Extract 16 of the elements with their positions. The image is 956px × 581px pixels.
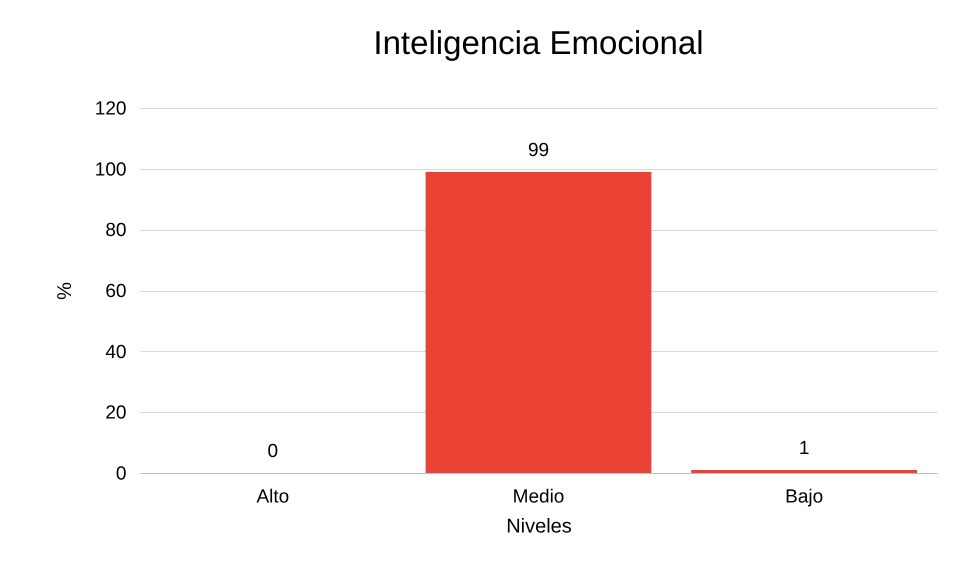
x-tick-label: Medio bbox=[512, 486, 564, 508]
chart-title: Inteligencia Emocional bbox=[373, 24, 704, 61]
y-tick-label: 60 bbox=[105, 281, 126, 302]
y-axis-title: % bbox=[54, 282, 76, 300]
y-tick-label: 100 bbox=[94, 159, 126, 180]
x-tick-label: Alto bbox=[256, 486, 290, 508]
data-label: 0 bbox=[268, 441, 278, 462]
y-tick-label: 120 bbox=[94, 98, 126, 120]
y-tick-label: 40 bbox=[105, 342, 126, 363]
y-tick-label: 80 bbox=[105, 220, 126, 242]
x-tick-label: Bajo bbox=[785, 486, 824, 508]
y-tick-label: 20 bbox=[105, 402, 126, 424]
x-axis-title: Niveles bbox=[506, 516, 572, 538]
data-label: 1 bbox=[798, 438, 810, 459]
y-tick-label: 0 bbox=[116, 464, 126, 484]
data-label: 99 bbox=[528, 140, 550, 161]
